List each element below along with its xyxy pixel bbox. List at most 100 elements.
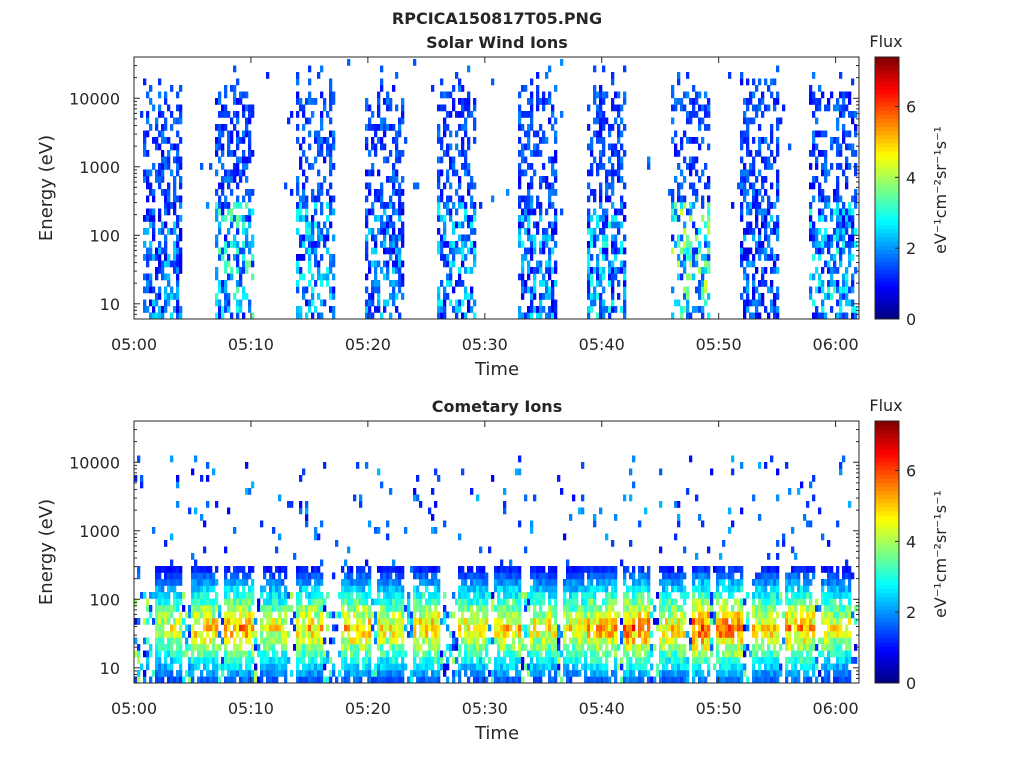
spectrogram-cell [575, 644, 579, 651]
spectrogram-cell [317, 143, 321, 151]
spectrogram-cell [758, 312, 762, 320]
spectrogram-cell [701, 306, 705, 313]
spectrogram-cell [584, 650, 588, 658]
spectrogram-cell [266, 598, 270, 606]
spectrogram-cell [743, 312, 747, 320]
spectrogram-cell [611, 637, 615, 645]
spectrogram-cell [479, 592, 483, 599]
spectrogram-cell [431, 85, 435, 92]
spectrogram-cell [521, 221, 525, 229]
spectrogram-cell [581, 663, 585, 671]
spectrogram-cell [371, 286, 375, 294]
spectrogram-cell [482, 670, 486, 677]
spectrogram-cell [449, 273, 453, 281]
spectrogram-cell [515, 624, 519, 632]
spectrogram-cell [248, 104, 252, 112]
spectrogram-cell [524, 644, 528, 651]
spectrogram-cell [536, 585, 540, 593]
spectrogram-cell [683, 247, 687, 255]
spectrogram-cell [326, 228, 330, 235]
spectrogram-cell [464, 267, 468, 274]
spectrogram-cell [506, 631, 510, 638]
spectrogram-cell [575, 605, 579, 612]
spectrogram-cell [674, 98, 678, 105]
spectrogram-cell [602, 676, 606, 684]
spectrogram-cell [497, 592, 501, 599]
spectrogram-cell [179, 182, 183, 190]
spectrogram-cell [296, 670, 300, 677]
spectrogram-cell [842, 293, 846, 300]
spectrogram-cell [638, 670, 642, 677]
spectrogram-cell [692, 163, 696, 170]
spectrogram-cell [671, 91, 675, 99]
spectrogram-cell [389, 124, 393, 131]
spectrogram-cell [494, 637, 498, 645]
spectrogram-cell [440, 195, 444, 203]
spectrogram-cell [689, 156, 693, 164]
spectrogram-cell [182, 676, 186, 684]
spectrogram-cell [698, 117, 702, 125]
spectrogram-cell [176, 481, 180, 489]
spectrogram-cell [665, 637, 669, 645]
spectrogram-cell [539, 650, 543, 658]
spectrogram-cell [251, 273, 255, 281]
spectrogram-cell [236, 169, 240, 177]
spectrogram-cell [602, 247, 606, 255]
spectrogram-cell [449, 247, 453, 255]
spectrogram-cell [233, 202, 237, 209]
spectrogram-cell [596, 293, 600, 300]
spectrogram-cell [182, 605, 186, 612]
spectrogram-cell [617, 169, 621, 177]
spectrogram-cell [170, 663, 174, 671]
spectrogram-cell [230, 663, 234, 671]
spectrogram-cell [686, 312, 690, 320]
spectrogram-cell [437, 475, 441, 482]
spectrogram-cell [179, 618, 183, 625]
spectrogram-cell [572, 592, 576, 599]
spectrogram-cell [650, 663, 654, 671]
spectrogram-cell [536, 644, 540, 651]
spectrogram-cell [611, 579, 615, 586]
spectrogram-cell [302, 637, 306, 645]
spectrogram-cell [524, 286, 528, 294]
spectrogram-cell [548, 117, 552, 125]
spectrogram-cell [143, 650, 147, 658]
spectrogram-cell [692, 260, 696, 268]
spectrogram-cell [371, 234, 375, 242]
spectrogram-cell [305, 670, 309, 677]
spectrogram-cell [485, 605, 489, 612]
spectrogram-cell [416, 592, 420, 599]
spectrogram-cell [542, 241, 546, 248]
spectrogram-cell [701, 273, 705, 281]
spectrogram-cell [494, 670, 498, 677]
spectrogram-cell [503, 592, 507, 599]
spectrogram-cell [449, 111, 453, 118]
spectrogram-cell [470, 585, 474, 593]
spectrogram-cell [521, 312, 525, 320]
spectrogram-cell [416, 650, 420, 658]
spectrogram-cell [590, 676, 594, 684]
spectrogram-cell [641, 676, 645, 684]
spectrogram-cell [632, 618, 636, 625]
spectrogram-cell [248, 605, 252, 612]
spectrogram-cell [596, 260, 600, 268]
spectrogram-cell [422, 670, 426, 677]
colorbar-segment [875, 151, 899, 156]
spectrogram-cell [605, 611, 609, 619]
spectrogram-cell [755, 104, 759, 112]
spectrogram-cell [548, 202, 552, 209]
spectrogram-cell [776, 306, 780, 313]
spectrogram-cell [323, 657, 327, 664]
spectrogram-cell [320, 124, 324, 131]
spectrogram-cell [752, 293, 756, 300]
spectrogram-cell [437, 670, 441, 677]
spectrogram-cell [164, 663, 168, 671]
spectrogram-cell [467, 234, 471, 242]
spectrogram-cell [434, 657, 438, 664]
spectrogram-cell [815, 156, 819, 164]
spectrogram-cell [305, 234, 309, 242]
spectrogram-cell [278, 637, 282, 645]
spectrogram-cell [443, 618, 447, 625]
spectrogram-cell [755, 241, 759, 248]
spectrogram-cell [404, 527, 408, 534]
